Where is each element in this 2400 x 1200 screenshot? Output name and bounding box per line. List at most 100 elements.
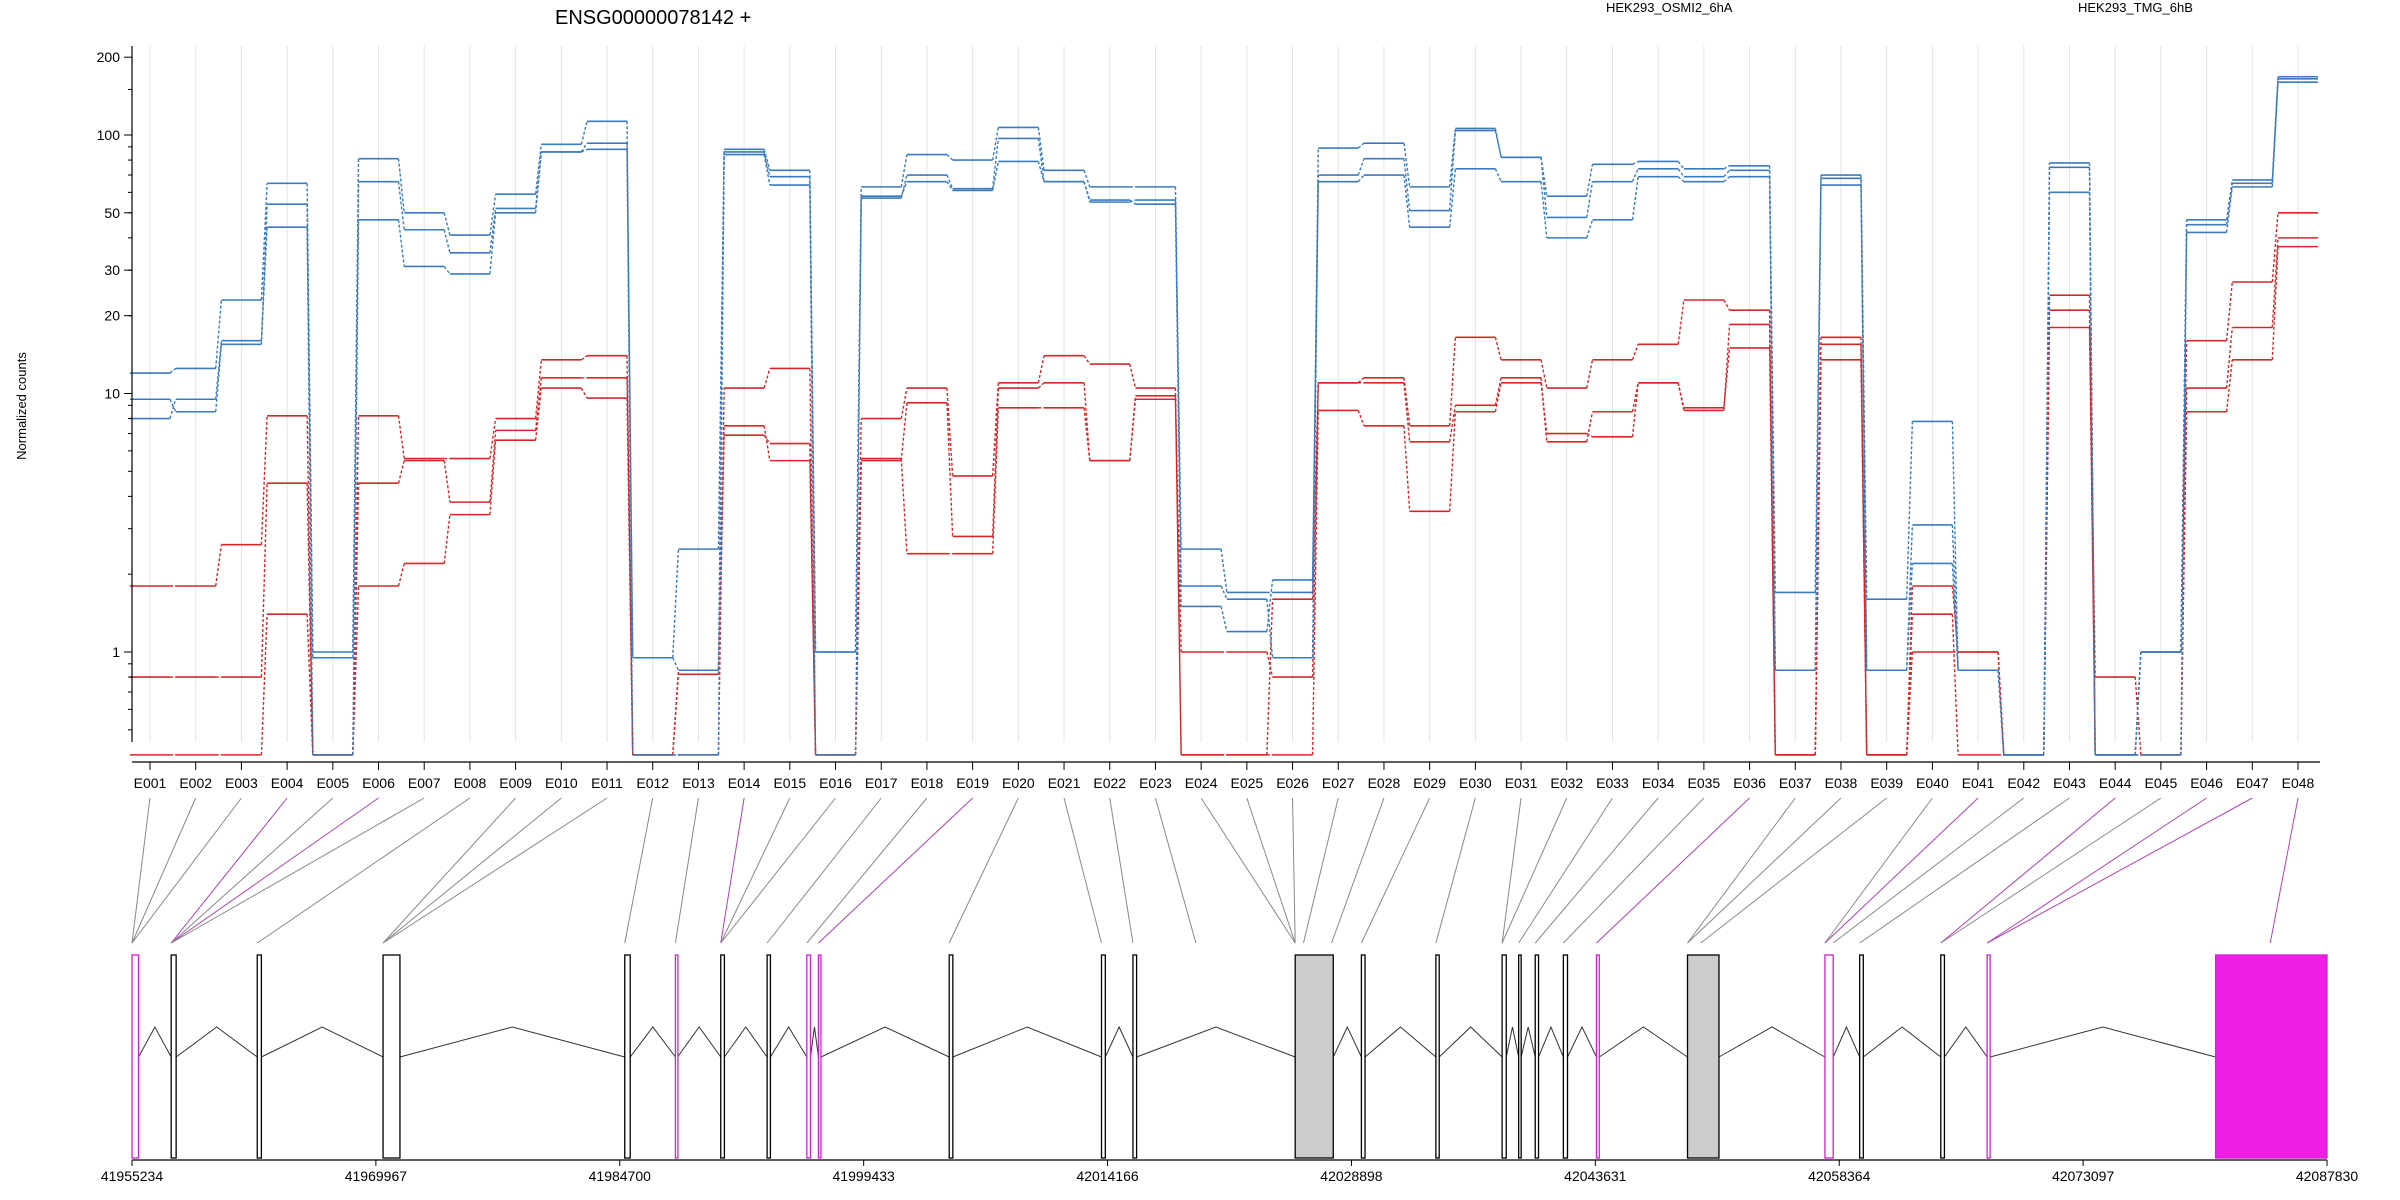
series-lines <box>130 75 2318 756</box>
series-2-line-2-step-E002 <box>215 344 223 412</box>
connector-E036 <box>1596 797 1750 944</box>
series-2-line-3-step-E019 <box>991 127 1000 161</box>
series-1-line-2-step-E020 <box>1037 382 1045 389</box>
series-1-line-3-step-E030 <box>1494 337 1502 360</box>
genomic-tick-label-42014166: 42014166 <box>1076 1168 1139 1184</box>
exon-region-20 <box>1562 954 1569 1159</box>
x-tick-label-E040: E040 <box>1916 775 1949 791</box>
y-tick-label-100: 100 <box>97 127 121 143</box>
series-2-line-3-step-E011 <box>626 121 634 658</box>
series-1-line-2-step-E007 <box>443 460 451 503</box>
intron-1 <box>138 1025 172 1058</box>
intron-6 <box>677 1026 722 1058</box>
series-2-line-3-step-E010 <box>580 121 588 145</box>
series-1-line-3-step-E014 <box>763 368 771 389</box>
series-1-line-2-step-E022 <box>1129 399 1137 461</box>
series-2-line-2-step-E039 <box>1905 524 1914 671</box>
series-1-line-1-step-E027 <box>1357 410 1365 427</box>
series-1-line-2-step-E003 <box>260 483 268 678</box>
series-1-line-1-step-E026 <box>1311 410 1319 755</box>
series-2-line-1-step-E040 <box>1951 563 1959 671</box>
series-2-line-3-step-E031 <box>1540 157 1548 197</box>
connector-E044 <box>1940 797 2116 944</box>
x-ticks: E001 E002 E003 E004 E005 E006 E007 E008 E009 E010… <box>134 762 2315 791</box>
x-tick-label-E046: E046 <box>2190 775 2223 791</box>
exon-region-27 <box>2214 954 2328 1159</box>
connector-E007 <box>170 797 425 944</box>
series-2-line-3-step-E018 <box>946 154 954 161</box>
y-tick-label-200: 200 <box>97 49 121 65</box>
exon-region-26 <box>1986 954 1991 1159</box>
x-tick-label-E047: E047 <box>2236 775 2269 791</box>
series-2-line-1-step-E025 <box>1266 579 1274 632</box>
series-1-line-1-step-E005 <box>352 585 360 755</box>
series-2-line-1-step-E026 <box>1311 181 1319 580</box>
series-2-line-3-step-E034 <box>1677 161 1685 170</box>
y-tick-label-30: 30 <box>104 262 120 278</box>
connector-E028 <box>1331 797 1385 944</box>
exon-region-9 <box>806 954 812 1159</box>
series-1-line-3-step-E028 <box>1403 377 1411 426</box>
intron-19 <box>1538 1025 1564 1058</box>
series-2-line-3-step-E027 <box>1357 142 1365 149</box>
y-tick-label-10: 10 <box>104 386 120 402</box>
exon-region-15 <box>1360 954 1366 1159</box>
series-2-line-1-step-E030 <box>1494 168 1502 182</box>
series-1-line-2-step-E023 <box>1174 399 1182 653</box>
series-2-line-2-step-E017 <box>900 174 908 199</box>
y-ticks: 1 10 20 30 50 100 200 <box>97 49 132 731</box>
series-1-line-2-step-E014 <box>763 425 771 461</box>
intron-9 <box>809 1026 819 1058</box>
genomic-tick-label-41969967: 41969967 <box>345 1168 408 1184</box>
series-1-line-1-step-E006 <box>397 563 405 587</box>
chart-title: ENSG00000078142 + <box>555 7 751 29</box>
series-2-line-3-step-E024 <box>1220 549 1228 593</box>
series-2-line-3-step-E012 <box>672 549 680 658</box>
genomic-tick-label-41999433: 41999433 <box>833 1168 896 1184</box>
connector-E037 <box>1687 797 1796 944</box>
exon-region-8 <box>766 954 772 1159</box>
series-2-line-3-step-E021 <box>1083 170 1091 188</box>
intron-14 <box>1332 1025 1362 1058</box>
connector-E016 <box>720 797 836 944</box>
series-2-line-2-step-E040 <box>1951 524 1959 671</box>
x-tick-label-E024: E024 <box>1185 775 1218 791</box>
series-2-line-3-step-E007 <box>443 212 451 236</box>
series-1-line-3-step-E010 <box>580 355 588 361</box>
x-tick-label-E042: E042 <box>2007 775 2040 791</box>
genomic-tick-label-42058364: 42058364 <box>1808 1168 1871 1184</box>
series-2-line-1-step-E001 <box>169 399 177 419</box>
intron-26 <box>1989 1026 2216 1058</box>
series-1-line-3-step-E003 <box>260 415 268 545</box>
series-2-line-2-step-E030 <box>1494 130 1502 158</box>
connector-E015 <box>720 797 791 944</box>
series-2-line-3-step-E043 <box>2088 162 2096 755</box>
series-2-line-3-step-E047 <box>2271 76 2279 180</box>
series-1-line-3-step-E006 <box>397 415 405 459</box>
connector-E031 <box>1501 797 1522 944</box>
series-2-line-2-step-E014 <box>763 151 771 177</box>
x-tick-label-E037: E037 <box>1779 775 1812 791</box>
intron-15 <box>1364 1026 1437 1058</box>
x-tick-label-E026: E026 <box>1276 775 1309 791</box>
series-2-line-3-step-E033 <box>1632 160 1639 165</box>
series-2-line-3-step-E036 <box>1768 165 1776 593</box>
genomic-tick-label-41984700: 41984700 <box>589 1168 652 1184</box>
series-2-line-3-step-E042 <box>2043 162 2051 755</box>
series-2-line-1-step-E027 <box>1357 174 1365 183</box>
series-1-line-3-step-E017 <box>900 387 908 419</box>
connector-E023 <box>1154 797 1197 944</box>
x-tick-label-E032: E032 <box>1550 775 1583 791</box>
series-2-line-2-step-E012 <box>672 657 680 671</box>
series-2-line-2-step-E001 <box>169 398 177 413</box>
connector-E022 <box>1109 797 1134 944</box>
series-2-line-2-step-E008 <box>489 208 497 253</box>
connector-E041 <box>1824 797 1979 944</box>
connector-E003 <box>131 797 242 944</box>
connector-E034 <box>1534 797 1659 944</box>
connector-E046 <box>1986 797 2207 944</box>
connector-E011 <box>382 797 608 944</box>
series-2-line-3-step-E002 <box>215 299 223 369</box>
series-1-line-1-step-E009 <box>534 387 543 441</box>
connector-E026 <box>1292 797 1296 944</box>
